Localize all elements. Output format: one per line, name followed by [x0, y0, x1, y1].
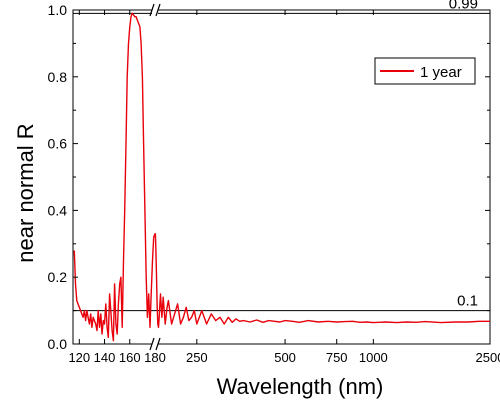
- y-axis-title: near normal R: [13, 123, 38, 263]
- axis-break-mark: [149, 3, 155, 17]
- axis-break-gap: [152, 3, 158, 17]
- x-tick-label: 120: [68, 350, 90, 365]
- x-tick-label: 750: [326, 350, 348, 365]
- reference-line-label: 0.99: [449, 0, 478, 12]
- y-tick-label: 0.8: [48, 69, 68, 85]
- x-tick-label: 180: [144, 350, 166, 365]
- y-tick-label: 0.4: [48, 202, 68, 218]
- y-tick-label: 1.0: [48, 2, 68, 18]
- x-tick-label: 160: [119, 350, 141, 365]
- series-line: [73, 12, 490, 342]
- axis-break: [149, 3, 161, 351]
- y-tick-label: 0.6: [48, 136, 68, 152]
- legend-label: 1 year: [420, 64, 462, 81]
- x-tick-label: 2500: [476, 350, 500, 365]
- axis-break-gap: [152, 337, 158, 351]
- series-layer: [73, 12, 490, 342]
- x-tick-label: 250: [186, 350, 208, 365]
- axis-break-mark: [149, 337, 155, 351]
- axis-break-mark: [155, 337, 161, 351]
- x-tick-label: 140: [94, 350, 116, 365]
- reference-lines: 0.99 0.1: [73, 0, 490, 312]
- y-axis-ticks: 0.0 0.2 0.4 0.6 0.8 1.0: [48, 2, 490, 352]
- y-tick-label: 0.2: [48, 269, 68, 285]
- x-tick-label: 500: [274, 350, 296, 365]
- x-tick-label: 1000: [359, 350, 388, 365]
- reference-line-label: 0.1: [457, 293, 478, 310]
- x-axis-title: Wavelength (nm): [216, 374, 384, 399]
- legend: 1 year: [374, 57, 476, 85]
- y-tick-label: 0.0: [48, 336, 68, 352]
- axis-break-mark: [155, 3, 161, 17]
